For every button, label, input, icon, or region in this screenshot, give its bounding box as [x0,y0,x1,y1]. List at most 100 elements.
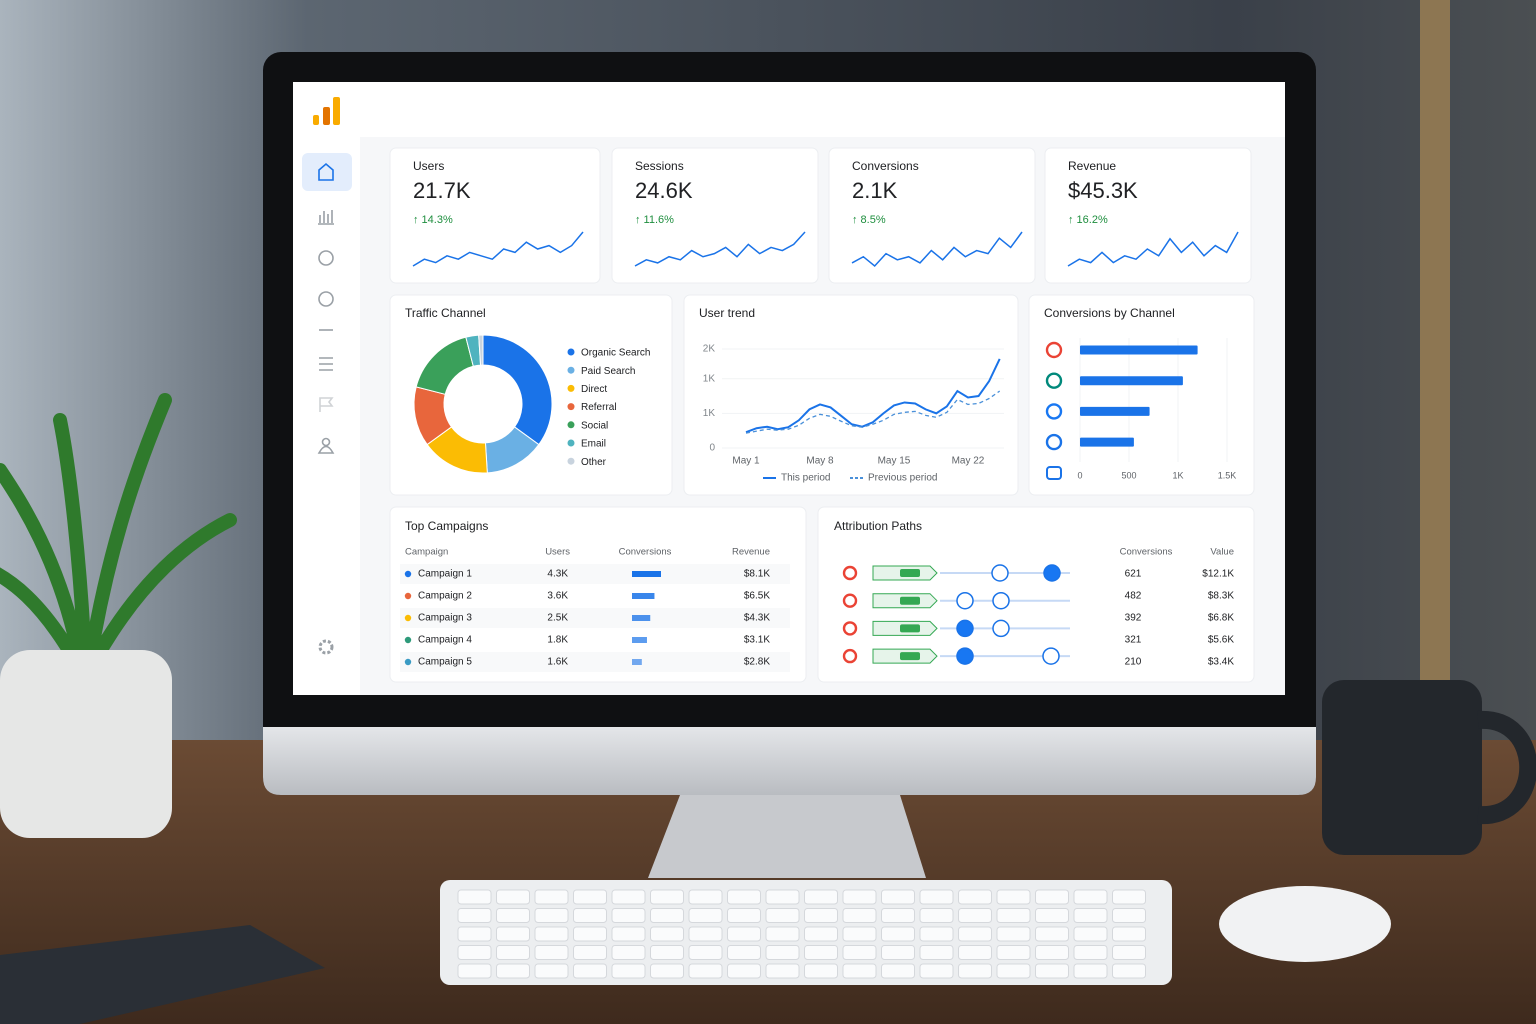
card [1028,294,1255,496]
key [496,963,530,979]
kpi-value: 24.6K [635,178,693,203]
legend-dot [567,403,575,411]
kpi-value: 2.1K [852,178,898,203]
key [688,908,723,923]
users: 1.6K [547,657,568,668]
key [804,908,838,923]
path-icon [956,591,974,610]
nav-user[interactable] [317,445,335,454]
nav-lists[interactable] [319,357,333,371]
key [573,926,607,942]
monitor-chin [263,727,1316,795]
key [1035,889,1069,905]
key [688,945,723,960]
revenue: $4.3K [744,613,770,624]
card-title: Conversions by Channel [1044,306,1175,320]
keys [457,889,1146,979]
key [650,926,684,942]
key [727,926,761,942]
legend-dot [567,384,575,392]
revenue: $8.1K [744,569,770,580]
sparkline [634,231,806,267]
key [534,889,569,905]
revenue: $2.8K [744,657,770,668]
sparkline [412,231,584,267]
key [1112,945,1146,960]
column-header: Campaign [405,547,448,558]
x-tick-label: 0 [1077,470,1082,480]
kpi-label: Sessions [635,159,684,173]
path-step [900,624,920,633]
x-tick-label: May 22 [952,456,985,467]
row-dot [404,570,412,578]
key [457,945,492,960]
key [804,926,838,942]
bar [1080,437,1134,447]
nav-flag[interactable] [319,397,334,412]
key [881,963,915,979]
path-icon [1042,647,1060,665]
nav-explore[interactable] [318,291,334,307]
kpi-value: $45.3K [1068,178,1138,203]
key [881,926,915,942]
key [804,945,838,960]
key [842,926,877,942]
nav-home[interactable] [318,162,334,181]
x-tick-label: 1.5K [1218,470,1237,480]
key [611,963,646,979]
nav-active[interactable] [302,153,352,191]
path-icon [956,647,974,665]
conversions: 321 [1125,635,1142,646]
path-icon [842,648,858,664]
key [1112,889,1146,905]
key [881,945,915,960]
key [611,908,646,923]
key [1035,908,1069,923]
legend-label: Email [581,439,606,450]
card-title: Top Campaigns [405,519,488,533]
card [828,147,1036,284]
row-bg [400,652,790,672]
path-icon [842,593,858,608]
nav-user[interactable] [321,437,331,447]
conversions: 392 [1125,613,1142,624]
key [804,963,838,979]
nav-reports[interactable] [318,210,334,225]
key [727,963,761,979]
value: $12.1K [1202,569,1234,580]
key [688,889,723,905]
nav-settings[interactable] [318,639,334,655]
key [765,926,800,942]
kpi-change: ↑ 14.3% [413,214,453,226]
card [389,147,601,284]
mug-handle [1477,710,1536,825]
legend-label: Other [581,457,607,468]
nav-realtime[interactable] [318,250,334,266]
x-tick-label: 500 [1121,470,1136,480]
legend-label: Previous period [868,473,937,484]
key [996,963,1031,979]
key [842,945,877,960]
conversions: 621 [1125,569,1142,580]
path-step [900,596,920,605]
key [1073,945,1108,960]
column-header: Conversions [619,547,672,558]
mouse [1219,886,1391,962]
pot [0,650,172,838]
bar [1080,376,1183,386]
key [573,889,607,905]
key [919,908,954,923]
key [842,963,877,979]
column-header: Value [1210,547,1234,558]
key [457,926,492,942]
users: 4.3K [547,569,568,580]
kpi-change: ↑ 16.2% [1068,214,1108,226]
x-tick-label: May 15 [878,456,911,467]
card-title: Traffic Channel [405,306,486,320]
card [389,506,807,683]
mug [1322,680,1482,855]
row-dot [404,592,412,600]
key [727,889,761,905]
row-dot [404,658,412,666]
key [1112,963,1146,979]
